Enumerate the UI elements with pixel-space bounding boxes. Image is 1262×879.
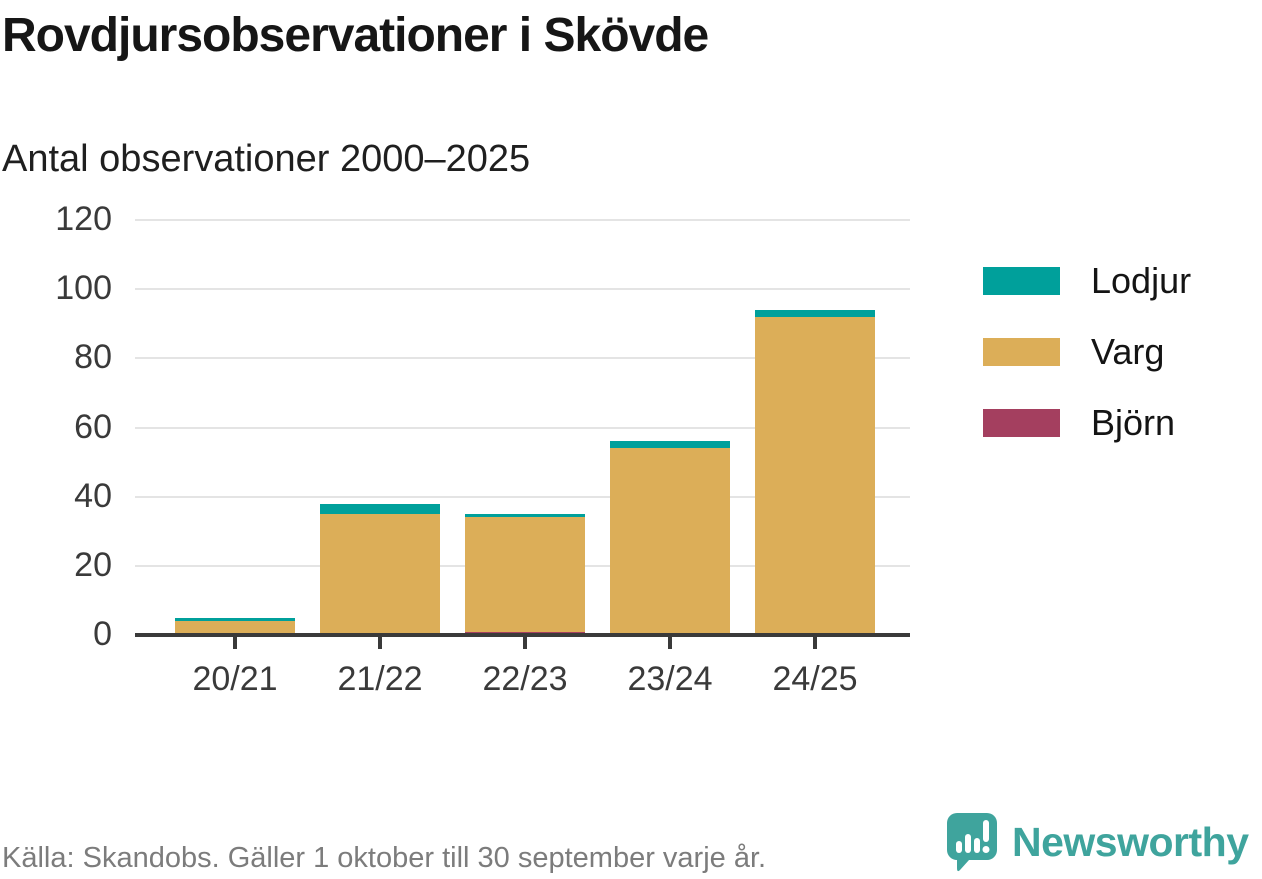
- legend-label: Varg: [1091, 331, 1165, 372]
- x-axis-tick-label: 22/23: [482, 660, 568, 698]
- newsworthy-logo: Newsworthy: [946, 812, 1249, 872]
- y-axis-tick-label: 60: [74, 407, 112, 446]
- x-axis-tick: [233, 637, 237, 649]
- bar-segment-varg: [175, 621, 295, 635]
- bar-segment-lodjur: [610, 441, 730, 449]
- y-axis-tick-label: 120: [55, 200, 112, 238]
- gridline-60: [135, 426, 910, 429]
- chart-subtitle: Antal observationer 2000–2025: [2, 138, 531, 180]
- legend-label: Björn: [1091, 402, 1176, 443]
- gridline-80: [135, 357, 910, 360]
- y-axis-tick-label: 20: [74, 545, 112, 584]
- bar-chart-bubble-icon: [946, 812, 998, 872]
- legend-item-bjorn: Björn: [983, 402, 1191, 444]
- y-axis-tick-label: 0: [93, 615, 112, 653]
- y-axis-tick-label: 100: [55, 269, 112, 308]
- gridline-40: [135, 495, 910, 498]
- legend-swatch: [983, 338, 1060, 366]
- x-axis-tick: [378, 637, 382, 649]
- bar-segment-lodjur: [175, 617, 295, 622]
- legend-swatch: [983, 267, 1060, 295]
- legend-label: Lodjur: [1091, 260, 1192, 301]
- bar-segment-varg: [465, 517, 585, 632]
- y-axis-tick-label: 80: [74, 338, 112, 377]
- chart-title: Rovdjursobservationer i Skövde: [2, 9, 709, 62]
- x-axis-tick-label: 21/22: [337, 660, 423, 698]
- chart-legend: Lodjur Varg Björn: [983, 260, 1191, 444]
- bar-segment-varg: [320, 513, 440, 635]
- bar-segment-lodjur: [755, 309, 875, 317]
- gridline-120: [135, 219, 910, 221]
- gridline-100: [135, 288, 910, 291]
- x-axis-tick-label: 23/24: [627, 660, 713, 698]
- bar-segment-varg: [610, 448, 730, 635]
- x-axis-tick: [813, 637, 817, 649]
- legend-item-varg: Varg: [983, 331, 1191, 373]
- x-axis-tick: [668, 637, 672, 649]
- source-note: Källa: Skandobs. Gäller 1 oktober till 3…: [2, 842, 767, 874]
- x-axis-tick: [523, 637, 527, 649]
- bar-segment-varg: [755, 316, 875, 635]
- x-axis-tick-label: 24/25: [772, 660, 858, 698]
- bar-segment-lodjur: [465, 513, 585, 518]
- x-axis-line: [135, 633, 910, 637]
- newsworthy-brand-text: Newsworthy: [1012, 818, 1249, 865]
- legend-item-lodjur: Lodjur: [983, 260, 1191, 302]
- legend-swatch: [983, 409, 1060, 437]
- y-axis-tick-label: 40: [74, 476, 112, 515]
- bar-segment-lodjur: [320, 503, 440, 514]
- x-axis-tick-label: 20/21: [192, 660, 278, 698]
